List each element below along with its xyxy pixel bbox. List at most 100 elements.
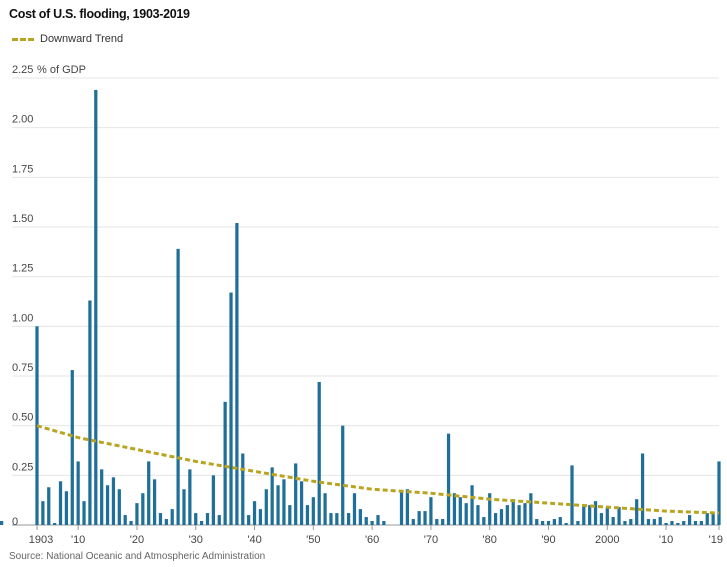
y-tick-label: 2.25 — [12, 64, 33, 76]
bar-1947 — [294, 463, 298, 525]
bar-1995 — [576, 521, 580, 525]
legend: Downward Trend — [12, 33, 123, 45]
bar-1926 — [170, 509, 174, 525]
bar-1923 — [152, 479, 157, 525]
bar-1960 — [370, 521, 374, 525]
y-tick-label: 1.75 — [12, 163, 33, 175]
bar-1988 — [535, 519, 539, 525]
bar-1919 — [129, 521, 133, 525]
bar-1916 — [111, 477, 116, 525]
bar-1977 — [470, 485, 474, 525]
x-tick-label: '40 — [247, 534, 261, 546]
bar-1962 — [382, 521, 386, 525]
bar-2002 — [617, 507, 621, 525]
bar-1927 — [176, 248, 180, 525]
x-tick-label: 2000 — [595, 534, 619, 546]
bar-1920 — [135, 503, 139, 525]
bar-1957 — [352, 493, 357, 525]
bar-1943 — [270, 467, 274, 525]
bar-1992 — [558, 517, 562, 525]
bar-2007 — [646, 519, 651, 525]
x-tick-labels: 1903 '10 '20 '30 '40 '50 '60 '70 '80 '90 2000 '10 '1… — [29, 525, 723, 546]
bar-2001 — [611, 517, 615, 525]
bar-1956 — [346, 513, 351, 525]
chart-title: Cost of U.S. flooding, 1903-2019 — [9, 7, 190, 21]
y-tick-label: 1.25 — [12, 263, 33, 275]
bar-1970 — [429, 497, 433, 525]
bar-1982 — [499, 509, 504, 525]
y-axis-label: % of GDP — [37, 64, 86, 76]
bar-1999 — [599, 513, 604, 525]
bar-1998 — [593, 501, 598, 525]
bar-1973 — [446, 433, 451, 525]
bar-2004 — [629, 519, 633, 525]
bar-1987 — [529, 493, 533, 525]
bar-1922 — [147, 461, 151, 525]
bar-1921 — [141, 493, 145, 525]
bar-1997 — [588, 505, 592, 525]
bar-1954 — [335, 513, 339, 525]
bar-1955 — [341, 425, 345, 525]
bar-1949 — [305, 505, 310, 525]
bar-1967 — [411, 519, 415, 525]
x-tick-label: 1903 — [29, 534, 53, 546]
x-tick-label: '10 — [659, 534, 673, 546]
x-tick-label: '50 — [306, 534, 320, 546]
bar-1928 — [182, 489, 186, 525]
bar-1974 — [452, 493, 457, 525]
bar-2008 — [652, 519, 656, 525]
x-tick-label: '60 — [365, 534, 379, 546]
bar-1904 — [41, 501, 45, 525]
bar-2017 — [705, 513, 709, 525]
trend-line-group — [36, 424, 720, 515]
bar-1961 — [376, 515, 380, 525]
bar-2013 — [682, 521, 686, 525]
bar-1931 — [200, 521, 204, 525]
bar-1946 — [288, 505, 292, 525]
bar-1951 — [317, 381, 321, 525]
bar-1941 — [258, 509, 263, 525]
bar-1968 — [417, 511, 421, 525]
bar-2003 — [623, 521, 627, 525]
bar-2019 — [717, 461, 721, 525]
bar-2018 — [711, 513, 715, 525]
bar-1917 — [117, 489, 121, 525]
bar-2014 — [687, 515, 692, 525]
bar-1950 — [311, 497, 315, 525]
bar-1908 — [64, 491, 69, 525]
bar-1909 — [70, 370, 74, 525]
bar-1985 — [517, 505, 521, 525]
y-tick-label: 0.25 — [12, 461, 33, 473]
bar-1942 — [264, 489, 268, 525]
bar-1971 — [435, 519, 439, 525]
bar-1910 — [76, 461, 80, 525]
bar-1918 — [123, 515, 127, 525]
bar-1959 — [364, 517, 368, 525]
bar-1914 — [100, 469, 104, 525]
bar-1929 — [188, 469, 192, 525]
trend-line — [36, 424, 720, 515]
bar-1983 — [505, 505, 509, 525]
bar-2005 — [635, 499, 639, 525]
legend-label-trend: Downward Trend — [40, 33, 124, 45]
bar-1905 — [47, 487, 51, 525]
bar-1996 — [582, 505, 586, 525]
bar-1939 — [247, 515, 251, 525]
bar-1907 — [58, 481, 63, 525]
bar-2006 — [640, 453, 645, 525]
bar-2009 — [658, 517, 662, 525]
bar-1984 — [511, 499, 515, 525]
bar-1948 — [299, 481, 304, 525]
bar-1989 — [541, 521, 545, 525]
bar-2016 — [699, 521, 703, 525]
x-tick-label: '90 — [541, 534, 555, 546]
bar-2012 — [676, 523, 680, 525]
bar-1915 — [105, 485, 110, 525]
x-tick-label: '19 — [709, 534, 723, 546]
bar-1945 — [282, 479, 286, 525]
y-tick-labels: 2.25 2.00 1.75 1.50 1.25 1.00 0.75 0.50 0.25 0 — [12, 64, 33, 528]
x-tick-label: '70 — [424, 534, 438, 546]
y-tick-label: 0 — [12, 516, 18, 528]
bar-1975 — [458, 497, 462, 525]
legend-swatch-trend — [12, 37, 34, 41]
